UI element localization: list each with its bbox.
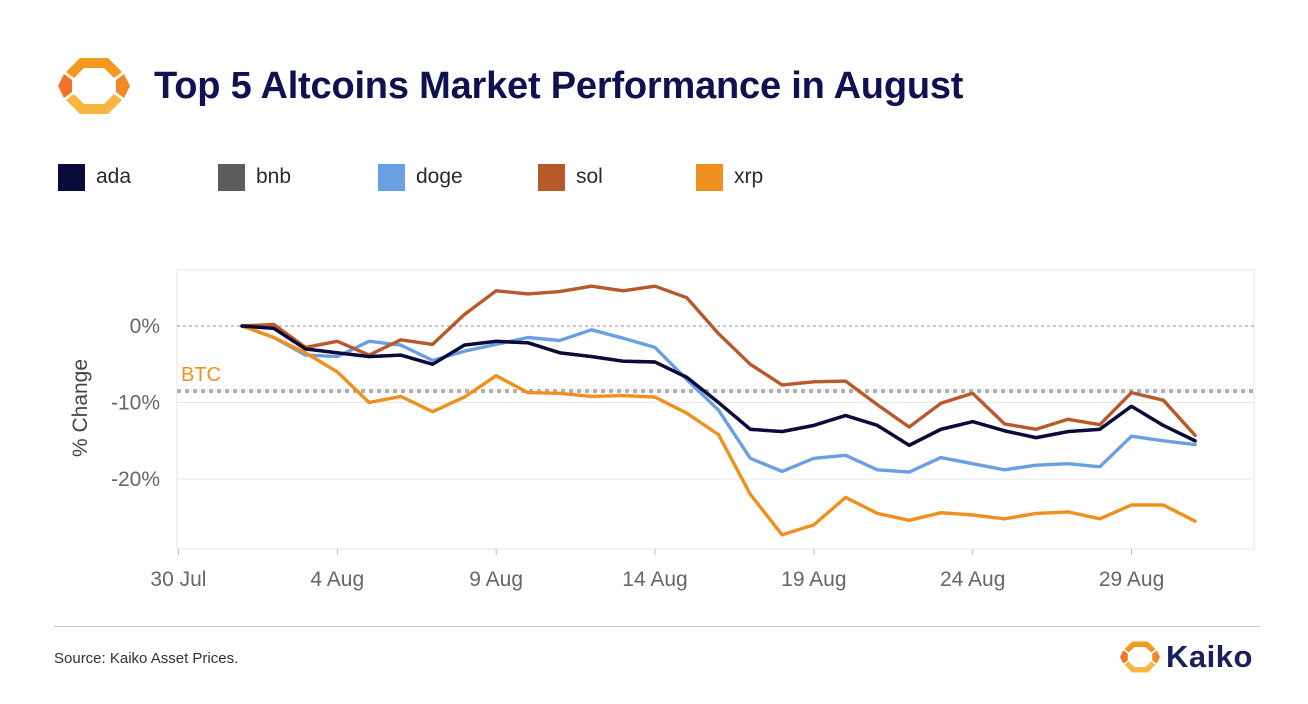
y-axis-title: % Change <box>69 359 92 457</box>
x-tick-label: 19 Aug <box>781 568 846 591</box>
x-tick-label: 24 Aug <box>940 568 1005 591</box>
kaiko-logo-icon <box>58 58 130 114</box>
series-line-xrp <box>240 324 1197 537</box>
legend-swatch-ada <box>58 163 85 191</box>
legend-item-doge: doge <box>378 162 463 192</box>
x-tick-label: 30 Jul <box>150 568 206 591</box>
y-tick-label: -10% <box>111 392 160 415</box>
legend-item-bnb: bnb <box>218 162 291 192</box>
series-line-doge <box>240 324 1197 474</box>
footer-divider <box>54 626 1260 627</box>
footer-brand: Kaiko <box>1120 636 1253 678</box>
legend-label: bnb <box>256 165 292 188</box>
series-line-sol <box>240 284 1197 438</box>
legend-label: xrp <box>734 165 764 188</box>
brand-name: Kaiko <box>1166 639 1253 674</box>
x-tick-label: 29 Aug <box>1099 568 1164 591</box>
legend-item-xrp: xrp <box>696 162 763 192</box>
legend-item-ada: ada <box>58 162 131 192</box>
kaiko-small-logo-icon <box>1120 641 1160 673</box>
legend-label: doge <box>416 165 463 188</box>
plot-frame <box>176 269 1255 550</box>
legend-item-sol: sol <box>538 162 603 192</box>
x-tick-label: 14 Aug <box>622 568 687 591</box>
legend-swatch-bnb <box>218 163 245 191</box>
legend-label: sol <box>576 165 603 188</box>
y-tick-label: 0% <box>130 315 160 338</box>
series-line-ada <box>240 324 1197 447</box>
legend-swatch-doge <box>378 163 405 191</box>
x-tick-label: 4 Aug <box>310 568 364 591</box>
legend-swatch-xrp <box>696 163 723 191</box>
source-note: Source: Kaiko Asset Prices. <box>54 650 239 667</box>
btc-reference-label: BTC <box>181 364 221 386</box>
legend-label: ada <box>96 165 132 188</box>
legend-swatch-sol <box>538 163 565 191</box>
x-tick-label: 9 Aug <box>469 568 523 591</box>
y-tick-label: -20% <box>111 468 160 491</box>
chart-header: Top 5 Altcoins Market Performance in Aug… <box>58 52 963 120</box>
chart-title: Top 5 Altcoins Market Performance in Aug… <box>154 64 964 107</box>
